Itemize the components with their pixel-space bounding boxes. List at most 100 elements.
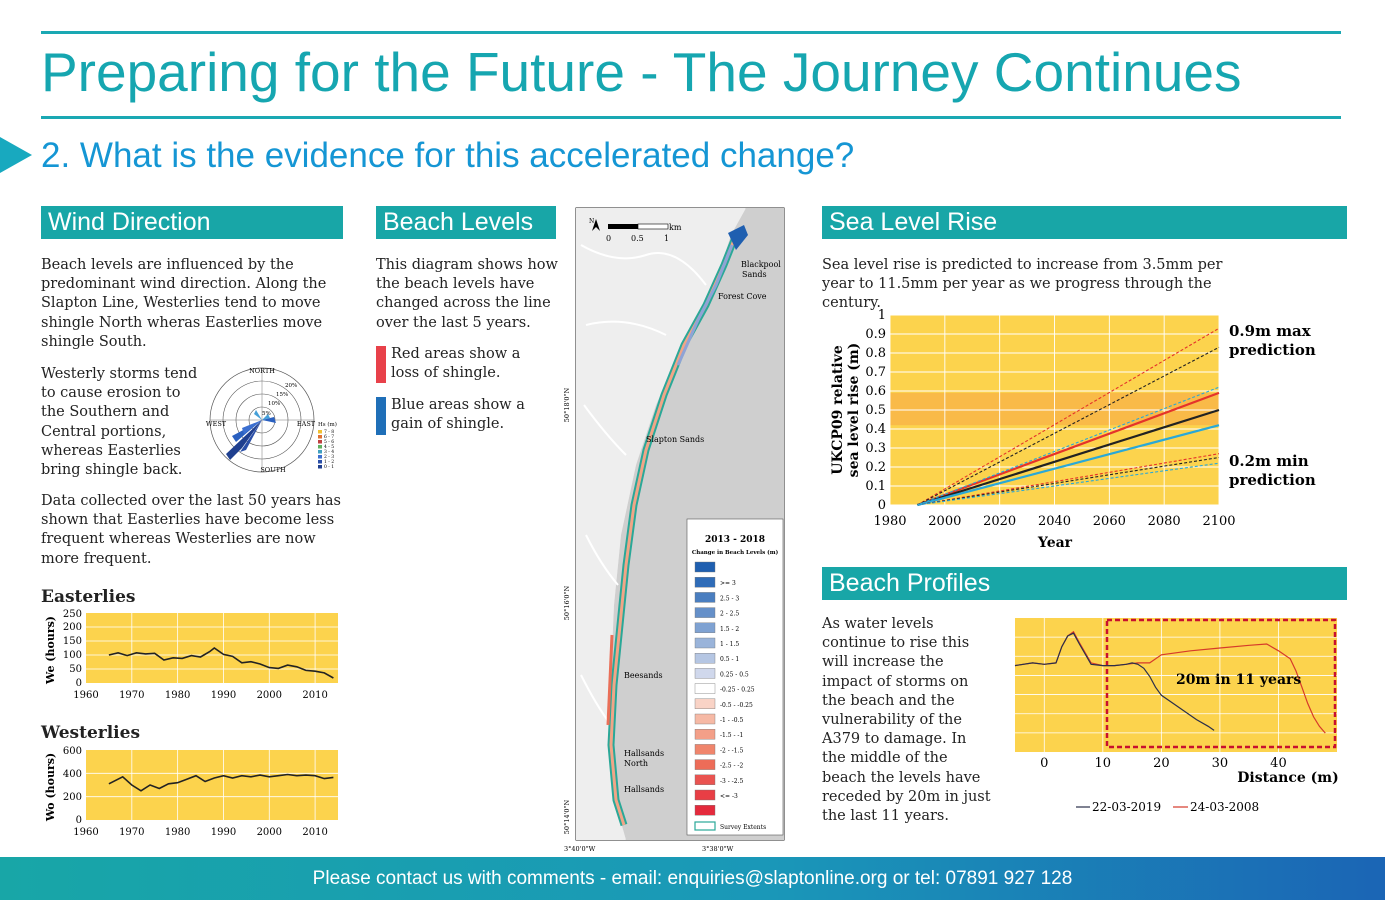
westerlies-chart: Wo (hours) 0 200 400 600 1960 1970 1980 … bbox=[44, 746, 338, 838]
page-subtitle: 2. What is the evidence for this acceler… bbox=[41, 136, 855, 175]
lat-label: 50°16'0"N bbox=[563, 585, 571, 620]
rose-east: EAST bbox=[297, 420, 316, 428]
map-legend-swatch bbox=[694, 744, 716, 755]
map-legend-swatch bbox=[694, 759, 716, 770]
scale-label-1: 0.5 bbox=[631, 234, 644, 243]
map-legend-label: -1.5 - -1 bbox=[720, 732, 743, 739]
sea-xlabel: Year bbox=[1037, 535, 1073, 551]
place-beesands: Beesands bbox=[624, 671, 663, 680]
map-legend-label: 0.5 - 1 bbox=[720, 656, 739, 663]
rose-legend-item: 6 - 7 bbox=[324, 434, 334, 440]
profile-annotation: 20m in 11 years bbox=[1176, 672, 1301, 688]
east-ytick: 200 bbox=[63, 622, 82, 633]
sea-level-paragraph: Sea level rise is predicted to increase … bbox=[822, 257, 1223, 312]
east-xtick: 1960 bbox=[73, 690, 98, 701]
map-legend-label: 1 - 1.5 bbox=[720, 641, 739, 648]
footer-contact[interactable]: Please contact us with comments - email:… bbox=[0, 868, 1385, 890]
profile-2019-line bbox=[1014, 632, 1215, 731]
map-legend-swatch bbox=[694, 622, 716, 633]
easterlies-series-line bbox=[108, 647, 334, 679]
place-hallsands-north-1: Hallsands bbox=[624, 749, 664, 758]
place-blackpool: Blackpool Sands bbox=[741, 260, 781, 279]
lon-label: 3°40'0"W bbox=[564, 845, 596, 853]
title-rule bbox=[41, 116, 1341, 119]
sea-ytick: 0.1 bbox=[865, 479, 886, 494]
profiles-header: Beach Profiles bbox=[822, 567, 1347, 600]
blue-swatch bbox=[376, 397, 386, 435]
sea-ytick: 0.9 bbox=[865, 327, 886, 342]
easterlies-ylabel: We (hours) bbox=[44, 616, 57, 685]
map-legend-label: 2.5 - 3 bbox=[720, 595, 739, 602]
map-legend-subtitle: Change in Beach Levels (m) bbox=[692, 549, 779, 556]
west-xtick: 1980 bbox=[165, 827, 190, 838]
wind-header: Wind Direction bbox=[41, 206, 343, 239]
sea-level-series-line bbox=[917, 346, 1220, 506]
sea-ylabel-1: UKCP09 relative bbox=[830, 345, 846, 475]
map-legend-swatch bbox=[694, 561, 716, 573]
east-xtick: 2000 bbox=[257, 690, 282, 701]
map-legend-swatch bbox=[694, 713, 716, 725]
erosion-box bbox=[1105, 618, 1337, 749]
west-ytick: 600 bbox=[63, 746, 82, 757]
west-xtick: 1960 bbox=[73, 827, 98, 838]
map-legend-swatch bbox=[694, 653, 716, 664]
wind-paragraph-1: Beach levels are influenced by the predo… bbox=[41, 257, 327, 350]
profile-xlabel: Distance (m) bbox=[1237, 770, 1338, 786]
map-legend-swatch bbox=[694, 805, 716, 816]
sea-level-series-line bbox=[917, 424, 1220, 507]
north-arrow-icon: N bbox=[589, 218, 594, 225]
place-hallsands-north: Hallsands North bbox=[624, 749, 664, 768]
max-label-2: prediction bbox=[1229, 341, 1316, 359]
min-label-2: prediction bbox=[1229, 471, 1316, 489]
lon-label: 3°38'0"W bbox=[702, 845, 734, 853]
red-swatch bbox=[376, 346, 386, 383]
map-legend-label: -2 - -1.5 bbox=[720, 747, 743, 754]
sea-xtick: 1980 bbox=[873, 514, 906, 529]
west-xtick: 1990 bbox=[211, 827, 236, 838]
wind-paragraph-3: Data collected over the last 50 years ha… bbox=[41, 493, 341, 567]
west-xtick: 2010 bbox=[302, 827, 327, 838]
wind-paragraph-2: Westerly storms tend to cause erosion to… bbox=[41, 366, 198, 479]
westerlies-title: Westerlies bbox=[41, 723, 141, 743]
easterlies-chart: We (hours) 0 50 100 150 200 250 1960 197… bbox=[44, 609, 338, 701]
scale-unit: km bbox=[669, 223, 682, 232]
east-xtick: 1970 bbox=[119, 690, 144, 701]
map-legend-label: >= 3 bbox=[720, 580, 736, 587]
min-label-1: 0.2m min bbox=[1229, 452, 1309, 470]
map-legend-swatch bbox=[694, 592, 716, 603]
map-legend-title: 2013 - 2018 bbox=[705, 535, 765, 545]
sea-xtick: 2100 bbox=[1202, 514, 1235, 529]
sea-ytick: 0.7 bbox=[865, 365, 886, 380]
west-xtick: 2000 bbox=[257, 827, 282, 838]
place-hallsands-north-2: North bbox=[624, 759, 648, 768]
rose-legend-item: 3 - 4 bbox=[324, 449, 334, 455]
place-hallsands: Hallsands bbox=[624, 785, 664, 794]
map-legend-swatch bbox=[694, 698, 716, 709]
red-note: Red areas show a loss of shingle. bbox=[391, 346, 521, 382]
east-xtick: 1980 bbox=[165, 690, 190, 701]
top-rule bbox=[41, 31, 1341, 34]
footer-bar bbox=[0, 857, 1385, 900]
map-legend-label: 1.5 - 2 bbox=[720, 626, 739, 633]
rose-legend-item: 0 - 1 bbox=[324, 464, 334, 470]
place-slapton-sands: Slapton Sands bbox=[646, 435, 704, 444]
east-xtick: 1990 bbox=[211, 690, 236, 701]
rose-south: SOUTH bbox=[260, 466, 286, 474]
place-blackpool-1: Blackpool bbox=[741, 260, 781, 269]
map-legend-swatch bbox=[694, 729, 716, 740]
rose-legend-item: 5 - 6 bbox=[324, 439, 334, 445]
westerlies-ylabel: Wo (hours) bbox=[44, 753, 57, 822]
rose-ring-4: 20% bbox=[285, 383, 297, 389]
rose-legend-item: 2 - 3 bbox=[324, 454, 334, 460]
rose-north: NORTH bbox=[249, 367, 275, 375]
sea-ytick: 0.5 bbox=[865, 403, 886, 418]
map-legend-swatch bbox=[694, 637, 716, 649]
sea-level-series-line bbox=[917, 391, 1220, 507]
map-legend-extent: Survey Extents bbox=[720, 824, 766, 831]
map-legend-label: -3 - -2.5 bbox=[720, 778, 743, 785]
beach-header: Beach Levels bbox=[376, 206, 556, 239]
map-legend-label: 2 - 2.5 bbox=[720, 611, 739, 618]
west-ytick: 200 bbox=[63, 792, 82, 803]
map-legend-label: 0.25 - 0.5 bbox=[720, 671, 749, 678]
sea-xtick: 2020 bbox=[983, 514, 1016, 529]
